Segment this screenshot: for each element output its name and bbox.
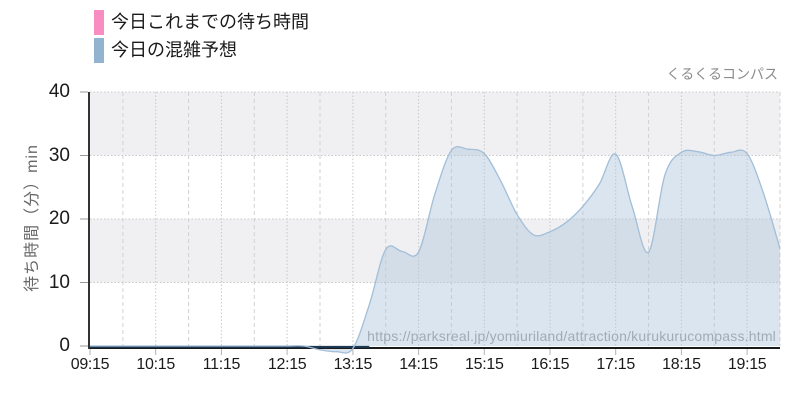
x-tick-label: 14:15 — [399, 356, 438, 373]
x-tick-label: 15:15 — [465, 356, 504, 373]
legend-item-forecast: 今日の混雑予想 — [94, 38, 309, 63]
legend-swatch-forecast-icon — [94, 38, 104, 63]
legend-swatch-actual-icon — [94, 10, 104, 35]
legend-label-actual: 今日これまでの待ち時間 — [111, 12, 309, 32]
x-tick-label: 17:15 — [596, 356, 635, 373]
x-tick-label: 19:15 — [727, 356, 767, 373]
x-tick-label: 12:15 — [267, 356, 307, 373]
legend-item-actual: 今日これまでの待ち時間 — [94, 10, 309, 35]
y-tick-label: 0 — [59, 335, 70, 356]
legend: 今日これまでの待ち時間 今日の混雑予想 — [94, 10, 309, 63]
y-tick-label: 40 — [48, 81, 70, 102]
watermark-url: https://parksreal.jp/yomiuriland/attract… — [367, 328, 776, 344]
x-tick-label: 13:15 — [333, 356, 373, 373]
x-tick-label: 10:15 — [136, 356, 175, 373]
legend-label-forecast: 今日の混雑予想 — [111, 40, 237, 60]
y-tick-label: 30 — [48, 144, 70, 166]
y-tick-label: 10 — [48, 271, 70, 293]
y-tick-label: 20 — [48, 208, 70, 229]
x-tick-label: 16:15 — [530, 356, 570, 373]
x-tick-label: 11:15 — [202, 356, 241, 373]
brand-text: くるくるコンパス — [666, 66, 778, 82]
x-tick-label: 09:15 — [70, 356, 110, 373]
x-tick-label: 18:15 — [662, 356, 701, 373]
